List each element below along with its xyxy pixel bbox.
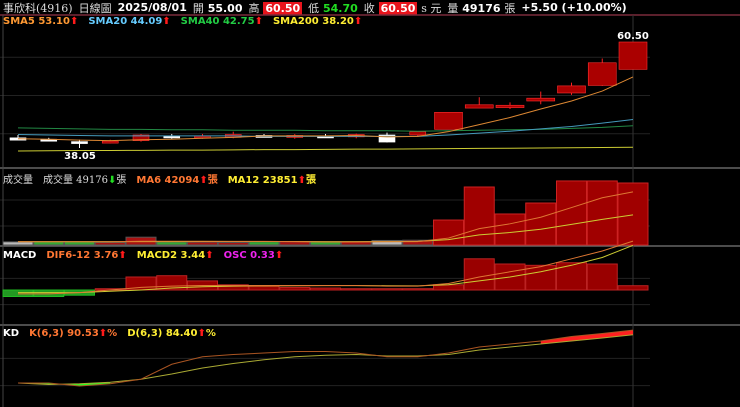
volume-bar	[2, 241, 34, 246]
min-price-label: 38.05	[64, 151, 96, 162]
quote-header: 事欣科(4916) 日線圖 2025/08/01 開 55.00 高 60.50…	[3, 0, 627, 15]
candle	[378, 134, 396, 143]
sma20-legend: SMA20 44.09⬆	[88, 16, 171, 27]
osc-bar	[340, 288, 372, 291]
osc-bar	[402, 288, 434, 291]
k-line	[18, 329, 634, 387]
volume-bar	[156, 241, 188, 246]
macd-legend: MACD DIF6-12 3.76⬆ MACD2 3.44⬆ OSC 0.33⬆	[3, 250, 283, 261]
price-legend: SMA5 53.10⬆ SMA20 44.09⬆ SMA40 42.75⬆ SM…	[3, 16, 362, 27]
open-label: 開	[192, 1, 204, 15]
osc-legend: OSC 0.33⬆	[223, 250, 284, 261]
close-value: 60.50	[378, 1, 418, 15]
high-label: 高	[248, 1, 260, 15]
volume-label: 量	[447, 1, 459, 15]
osc-bar	[525, 264, 557, 291]
volume-bar	[248, 241, 280, 246]
volume-bar	[556, 180, 587, 246]
candle	[557, 85, 586, 94]
unit-label: s 元	[421, 1, 442, 15]
close-label: 收	[363, 1, 375, 15]
kd-legend: KD K(6,3) 90.53⬆% D(6,3) 84.40⬆%	[3, 328, 216, 339]
osc-bar	[248, 285, 280, 291]
osc-bar	[617, 285, 649, 291]
volume-bar	[402, 239, 434, 246]
ma6-legend: MA6 42094⬆張	[136, 175, 218, 186]
osc-bar	[494, 263, 526, 291]
osc-bar	[463, 258, 495, 291]
osc-bar	[217, 284, 249, 291]
candle	[526, 97, 556, 102]
d-legend: D(6,3) 84.40⬆%	[127, 328, 216, 339]
volume-value: 49176	[462, 1, 501, 15]
volume-bar	[217, 241, 249, 246]
sma5-line	[17, 76, 634, 142]
sma200-legend: SMA200 38.20⬆	[272, 16, 363, 27]
low-value: 54.70	[322, 1, 358, 15]
vol-ma6-line	[18, 191, 634, 243]
dif-legend: DIF6-12 3.76⬆	[46, 250, 127, 261]
open-value: 55.00	[207, 1, 243, 15]
dif-line	[18, 240, 634, 295]
kd-cross-fill	[540, 330, 633, 344]
stock-name: 事欣科(4916)	[3, 1, 73, 15]
quote-date: 2025/08/01	[117, 1, 187, 14]
volume-bar	[494, 213, 526, 246]
volume-bar	[586, 180, 618, 246]
low-label: 低	[308, 1, 320, 15]
candle	[464, 104, 494, 109]
macd-panel-title: MACD	[3, 250, 37, 261]
candle	[495, 104, 525, 108]
candle	[409, 131, 427, 136]
high-value: 60.50	[263, 1, 303, 15]
macd-line-legend: MACD2 3.44⬆	[136, 250, 214, 261]
sma200-line	[17, 146, 634, 152]
volume-legend-value: 成交量 49176⬇張	[43, 175, 127, 186]
volume-legend: 成交量 成交量 49176⬇張 MA6 42094⬆張 MA12 23851⬆張	[3, 171, 316, 186]
d-line	[17, 334, 634, 386]
candle	[101, 140, 119, 144]
osc-bar	[556, 262, 587, 291]
volume-panel-title: 成交量	[3, 175, 33, 186]
sma5-legend: SMA5 53.10⬆	[3, 16, 79, 27]
osc-bar	[371, 288, 403, 291]
period-label[interactable]: 日線圖	[78, 1, 112, 15]
k-legend: K(6,3) 90.53⬆%	[29, 328, 118, 339]
osc-bar	[2, 289, 34, 297]
volume-bar	[371, 239, 403, 246]
osc-bar	[279, 286, 311, 291]
candle	[434, 112, 463, 130]
sma40-legend: SMA40 42.75⬆	[180, 16, 263, 27]
volume-bar	[187, 241, 218, 246]
volume-bar	[433, 219, 464, 246]
kd-panel-title: KD	[3, 328, 20, 339]
candle	[587, 62, 617, 86]
change-value: +5.50 (+10.00%)	[521, 1, 627, 14]
osc-bar	[586, 263, 618, 291]
candle	[132, 134, 150, 141]
ma12-legend: MA12 23851⬆張	[227, 175, 316, 186]
volume-unit: 張	[504, 1, 516, 15]
candle	[618, 41, 648, 70]
max-price-label: 60.50	[617, 31, 649, 42]
volume-bar	[94, 241, 126, 246]
volume-bar	[525, 202, 557, 246]
candle	[71, 141, 88, 144]
osc-bar	[310, 287, 341, 291]
